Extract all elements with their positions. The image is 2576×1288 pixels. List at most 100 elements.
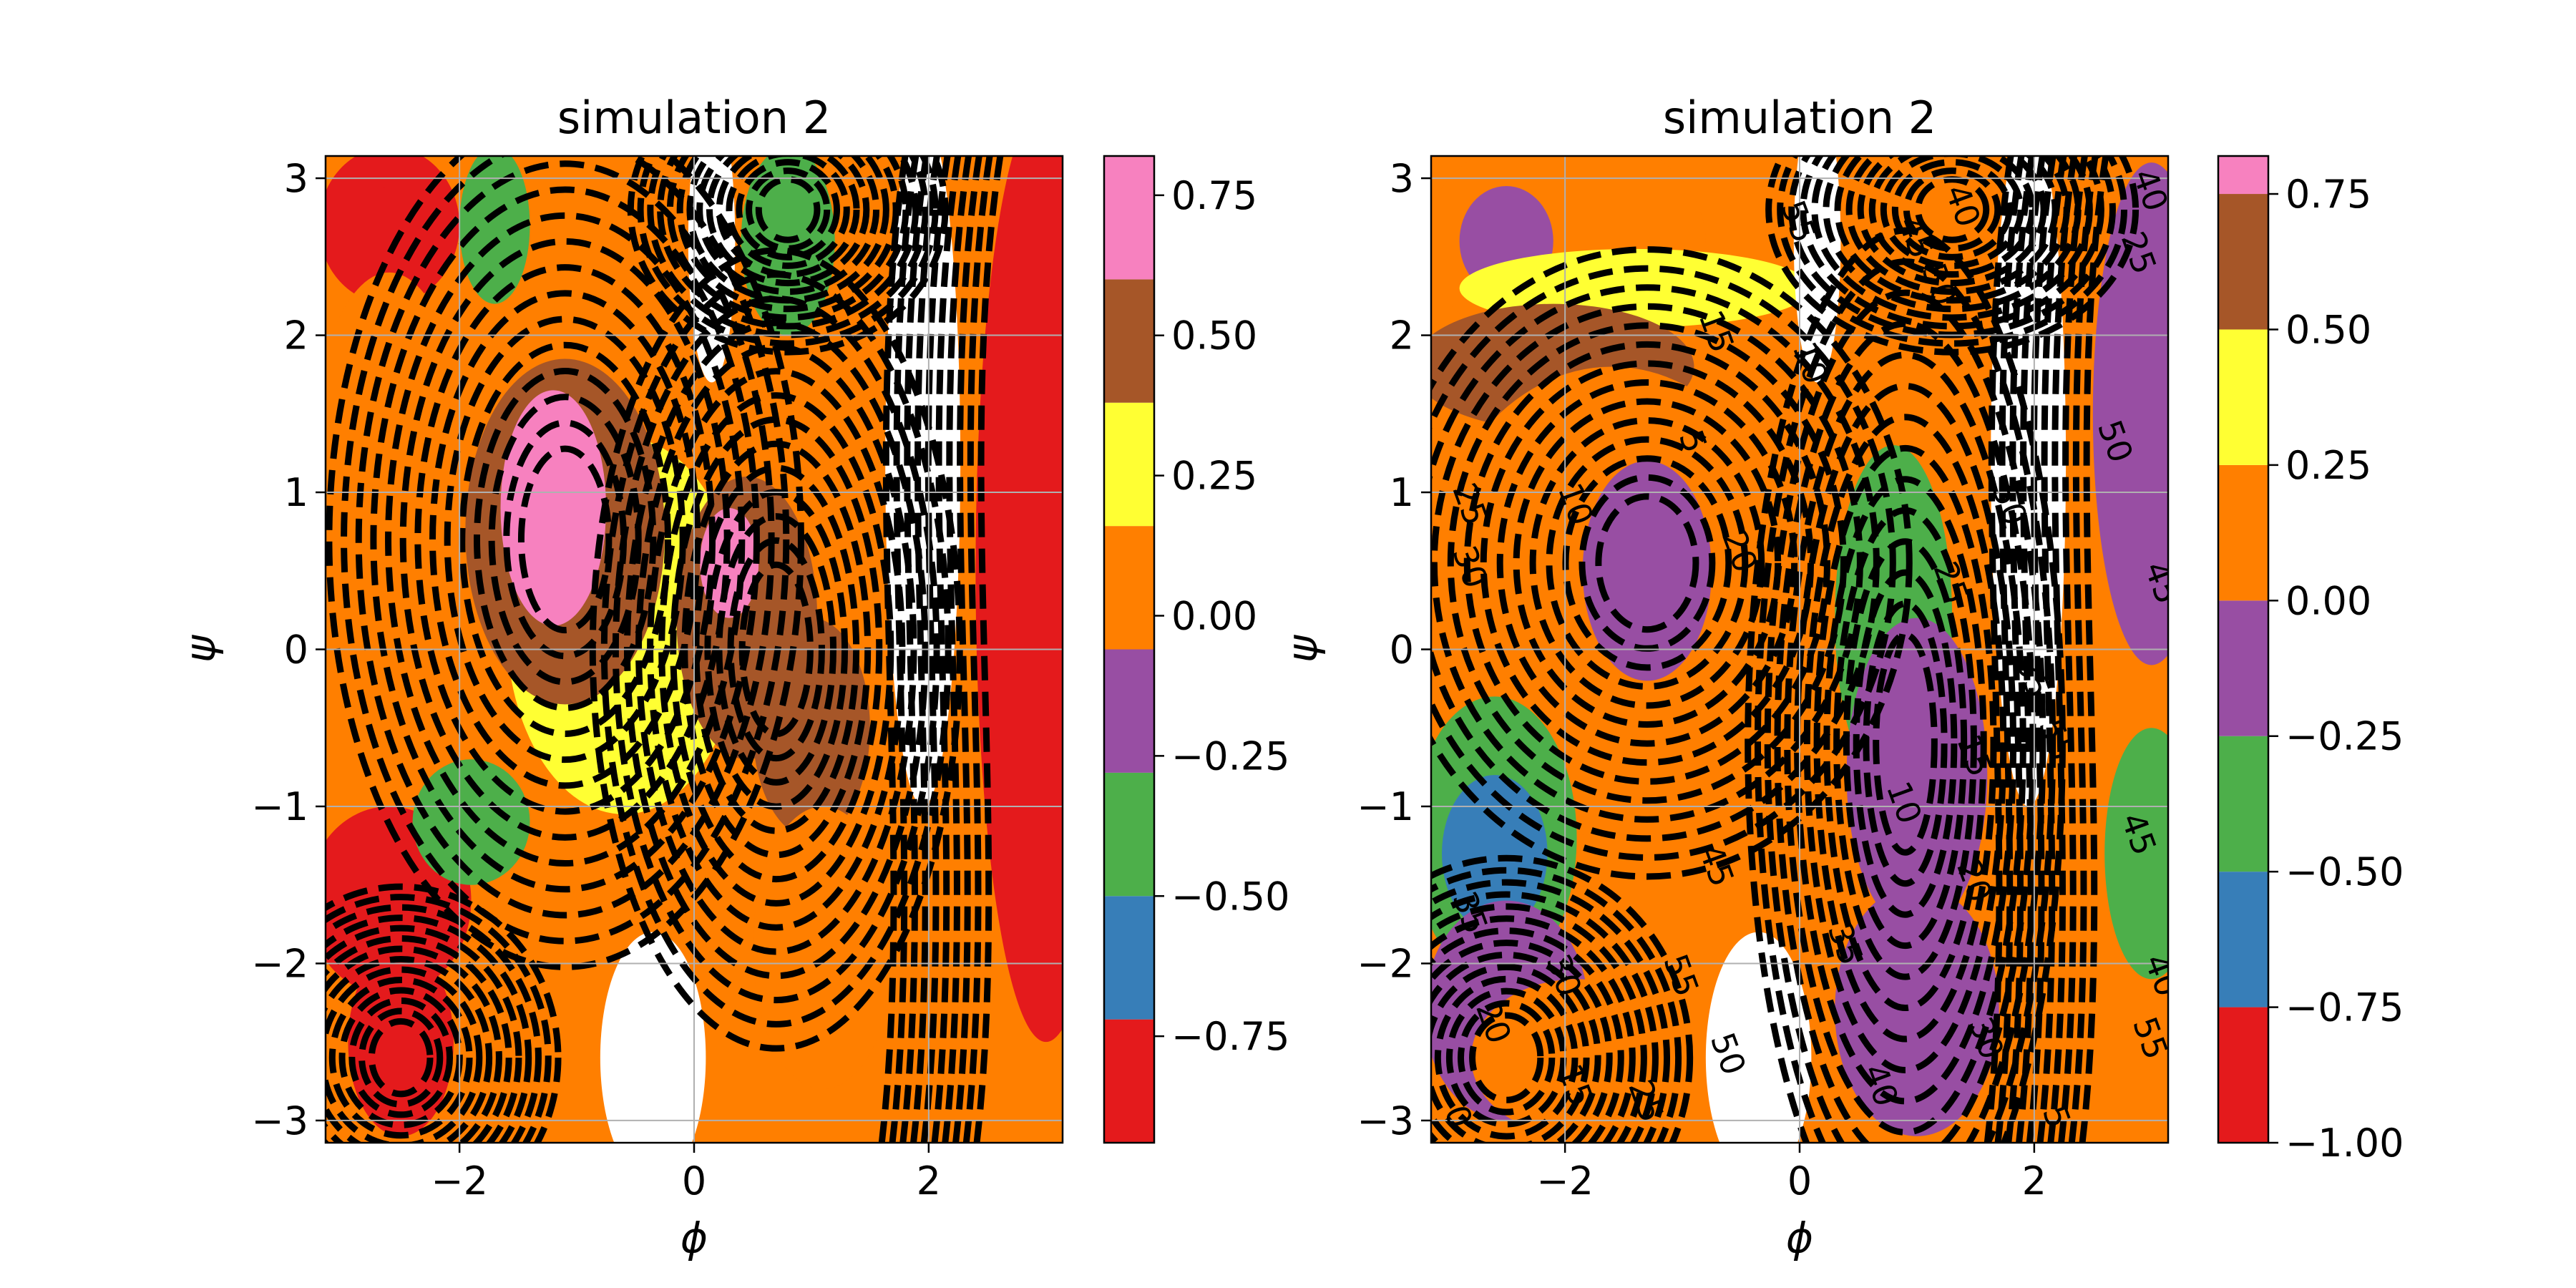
right-x-tick-label: −2: [1536, 1158, 1594, 1204]
right-contour-line: [1914, 176, 1990, 243]
left-contour-line: [647, 156, 929, 338]
right-contour-line: [1984, 156, 2014, 1143]
right-title: simulation 2: [1663, 92, 1936, 144]
right-contour-line: [1863, 600, 1948, 887]
right-contour-line: [1546, 436, 1749, 690]
right-contour-line: [1480, 360, 1815, 766]
left-contour-line: [326, 924, 522, 1143]
left-x-tick-label: 0: [682, 1158, 706, 1204]
right-contour-line: [1434, 975, 1579, 1140]
left-title: simulation 2: [557, 92, 831, 144]
left-colorbar-tick-label: −0.75: [1171, 1014, 1289, 1059]
left-contour-line: [637, 156, 939, 347]
left-contour-line: [952, 156, 982, 1143]
left-contour-line: [736, 159, 841, 260]
left-colorbar-swatch: [1104, 649, 1154, 773]
left-contour-line: [326, 956, 493, 1143]
left-contour-line: [962, 156, 993, 1143]
left-grid: [326, 156, 1063, 1143]
right-x-tick-label: 2: [2022, 1158, 2046, 1204]
left-colorbar-tick-label: 0.25: [1171, 454, 1257, 499]
right-contour-line: [1833, 507, 1977, 980]
right-colorbar-swatch: [2218, 872, 2268, 1008]
left-panel: −2 0 2 −3 −2 −1 0 1 2 3 simulation 2 ϕ ψ: [176, 92, 1064, 1262]
left-colorbar-tick-label: −0.50: [1171, 874, 1289, 919]
right-y-tick-label: −2: [1357, 941, 1414, 986]
right-contour-line: [2058, 156, 2088, 1143]
left-heatmap-region: [412, 759, 530, 885]
right-contour-line: [2047, 156, 2078, 1143]
right-contour-line: [1431, 915, 1636, 1143]
right-contour-line: [1853, 569, 1958, 918]
left-contour-line: [326, 894, 552, 1143]
right-contour-line: [1891, 159, 2013, 260]
left-contour-line: [326, 883, 562, 1143]
right-contour-line: [1431, 265, 1896, 861]
left-contour-line: [326, 904, 542, 1143]
right-contour-line: [1445, 987, 1567, 1128]
left-contour-line: [459, 341, 672, 737]
right-colorbar-swatch: [2218, 600, 2268, 736]
right-colorbar-tick-label: −1.00: [2285, 1121, 2404, 1166]
right-contours: [1431, 156, 2139, 1143]
left-y-tick-label: 0: [284, 628, 308, 673]
right-contour-line: [2016, 156, 2046, 1143]
right-colorbar-swatch: [2218, 156, 2268, 195]
left-colorbar-swatch: [1104, 1019, 1154, 1143]
left-colorbar-swatch: [1104, 402, 1154, 527]
left-colorbar-tick-label: 0.00: [1171, 593, 1257, 638]
left-contour-line: [368, 1018, 434, 1098]
left-contour-line: [889, 156, 919, 1143]
left-contours: [326, 156, 1004, 1143]
left-colorbar-swatch: [1104, 526, 1154, 650]
right-colorbar-swatch: [2218, 194, 2268, 330]
left-colorbar: −0.75 −0.50 −0.25 0.00 0.25 0.50 0.75: [1103, 155, 1289, 1144]
left-colorbar-swatch: [1104, 279, 1154, 403]
right-y-tick-label: 0: [1390, 628, 1414, 673]
right-axis-ticks: −2 0 2 −3 −2 −1 0 1 2 3: [1357, 156, 2046, 1204]
left-colorbar-swatch: [1104, 896, 1154, 1020]
left-colorbar-swatch: [1104, 156, 1154, 280]
right-contour-line: [1813, 444, 1997, 1043]
left-contour-line: [878, 156, 909, 1143]
left-contour-line: [696, 156, 880, 296]
left-colorbar-tick-label: 0.50: [1171, 313, 1257, 358]
left-contour-line: [706, 156, 870, 287]
right-contour-line: [1431, 903, 1647, 1143]
left-contour-line: [473, 367, 657, 711]
right-colorbar-swatch: [2218, 464, 2268, 601]
left-colorbar-tick-label: −0.25: [1171, 733, 1289, 779]
right-colorbar-frame: [2217, 155, 2270, 1144]
left-contour-line: [358, 1008, 444, 1108]
left-contour-line: [910, 156, 940, 1143]
right-colorbar-swatches: [2218, 156, 2268, 1143]
right-contour-line: [1843, 538, 1968, 950]
right-contour-line: [2026, 156, 2057, 1143]
right-colorbar-swatch: [2218, 1007, 2268, 1143]
left-contour-line: [328, 976, 473, 1139]
right-colorbar-tick-label: 0.75: [2285, 172, 2371, 217]
left-contour-line: [726, 156, 850, 269]
right-grid: [1431, 156, 2168, 1143]
right-contour-line: [1457, 1000, 1556, 1116]
right-contour-line: [1765, 156, 2139, 356]
right-contour-line: [1431, 879, 1670, 1143]
right-colorbar-tick-label: −0.50: [2285, 849, 2404, 894]
right-contour-line: [2036, 156, 2067, 1143]
left-y-tick-label: −1: [251, 784, 308, 829]
left-contour-line: [746, 167, 831, 252]
left-contour-line: [385, 212, 746, 867]
right-contour-line: [1447, 322, 1847, 804]
right-y-tick-label: 1: [1390, 470, 1414, 515]
right-contour-line: [1431, 952, 1601, 1143]
right-empty-region: [1705, 932, 1812, 1143]
right-heatmap-region: [1835, 884, 1999, 1136]
left-contour-line: [657, 156, 919, 330]
right-contour-line: [1873, 631, 1938, 856]
right-contour-line: [1794, 382, 2017, 1105]
right-y-tick-label: −1: [1357, 784, 1414, 829]
right-contour-line: [1431, 246, 1913, 880]
right-contour-line: [1774, 321, 2036, 1143]
right-contour-line: [1496, 379, 1798, 747]
